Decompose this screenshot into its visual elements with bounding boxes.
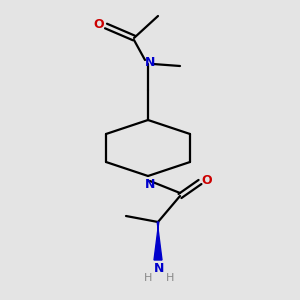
Text: N: N [145, 56, 155, 70]
Text: H: H [144, 273, 152, 283]
Text: O: O [202, 173, 212, 187]
Text: H: H [166, 273, 174, 283]
Text: O: O [94, 17, 104, 31]
Text: N: N [154, 262, 164, 275]
Polygon shape [154, 222, 162, 260]
Text: N: N [145, 178, 155, 191]
